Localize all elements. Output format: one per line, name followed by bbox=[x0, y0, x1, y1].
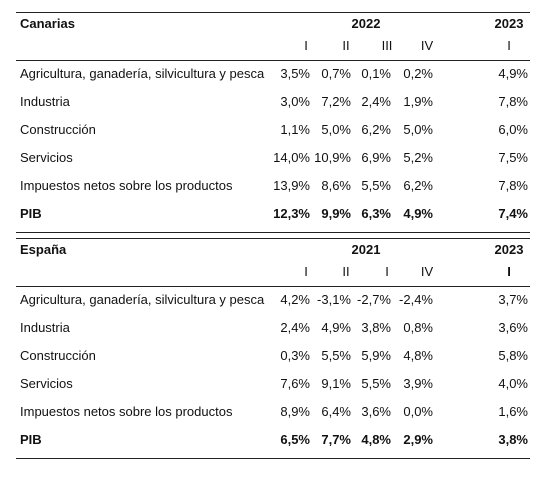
row-value: 12,3% bbox=[273, 206, 310, 221]
row-value-second: 3,8% bbox=[498, 432, 528, 447]
row-label: Agricultura, ganadería, silvicultura y p… bbox=[20, 66, 265, 81]
row-value: 6,2% bbox=[403, 178, 433, 193]
row-value-second: 7,8% bbox=[498, 178, 528, 193]
region-title: Canarias bbox=[20, 16, 75, 31]
row-value-second: 5,8% bbox=[498, 348, 528, 363]
quarter-header: II bbox=[342, 264, 350, 279]
row-label: Construcción bbox=[20, 122, 96, 137]
row-value: 0,2% bbox=[403, 66, 433, 81]
quarter-header: I bbox=[304, 264, 308, 279]
row-value-second: 3,7% bbox=[498, 292, 528, 307]
row-value: 0,3% bbox=[280, 348, 310, 363]
row-value: 4,9% bbox=[403, 206, 433, 221]
row-value: 7,6% bbox=[280, 376, 310, 391]
row-value: 8,6% bbox=[321, 178, 351, 193]
row-value-second: 7,8% bbox=[498, 94, 528, 109]
bottom-rule bbox=[16, 232, 530, 233]
row-value: 2,4% bbox=[361, 94, 391, 109]
row-value: 6,3% bbox=[361, 206, 391, 221]
row-value: 7,7% bbox=[321, 432, 351, 447]
table-section-2: España 2021 2023 I II I IV I Agricultura, ganade… bbox=[16, 236, 530, 462]
row-value: 3,5% bbox=[280, 66, 310, 81]
row-label: PIB bbox=[20, 206, 42, 221]
row-value-second: 7,5% bbox=[498, 150, 528, 165]
row-value: 0,7% bbox=[321, 66, 351, 81]
row-value: 8,9% bbox=[280, 404, 310, 419]
row-value: 7,2% bbox=[321, 94, 351, 109]
header-rule bbox=[16, 60, 530, 61]
row-value-second: 4,9% bbox=[498, 66, 528, 81]
header-rule bbox=[16, 286, 530, 287]
row-label: Industria bbox=[20, 94, 70, 109]
row-value: 1,9% bbox=[403, 94, 433, 109]
row-value: 10,9% bbox=[314, 150, 351, 165]
row-value: 14,0% bbox=[273, 150, 310, 165]
quarter-header: I bbox=[385, 264, 389, 279]
top-rule bbox=[16, 238, 530, 239]
row-value: 6,5% bbox=[280, 432, 310, 447]
row-value-second: 4,0% bbox=[498, 376, 528, 391]
row-value-second: 7,4% bbox=[498, 206, 528, 221]
row-value: 6,2% bbox=[361, 122, 391, 137]
row-value: 0,0% bbox=[403, 404, 433, 419]
row-value: 3,0% bbox=[280, 94, 310, 109]
row-value: 2,4% bbox=[280, 320, 310, 335]
row-value: 3,9% bbox=[403, 376, 433, 391]
row-label: PIB bbox=[20, 432, 42, 447]
row-label: Impuestos netos sobre los productos bbox=[20, 178, 233, 193]
quarter-header: III bbox=[381, 38, 393, 53]
row-value: 5,2% bbox=[403, 150, 433, 165]
row-value: 13,9% bbox=[273, 178, 310, 193]
row-label: Servicios bbox=[20, 150, 73, 165]
table-section-1: Canarias 2022 2023 I II III IV I Agricultura, ga… bbox=[16, 10, 530, 236]
row-value-second: 6,0% bbox=[498, 122, 528, 137]
row-value: 4,9% bbox=[321, 320, 351, 335]
row-label: Agricultura, ganadería, silvicultura y p… bbox=[20, 292, 265, 307]
row-value: 0,1% bbox=[361, 66, 391, 81]
row-value: -2,4% bbox=[399, 292, 433, 307]
region-title: España bbox=[20, 242, 67, 257]
row-value: 5,5% bbox=[321, 348, 351, 363]
row-label: Construcción bbox=[20, 348, 96, 363]
row-value: 5,0% bbox=[321, 122, 351, 137]
top-rule bbox=[16, 12, 530, 13]
quarter-header: I bbox=[304, 38, 308, 53]
year-second-header: 2023 bbox=[494, 242, 524, 257]
row-value: 1,1% bbox=[280, 122, 310, 137]
row-value: 9,9% bbox=[321, 206, 351, 221]
row-value: 3,6% bbox=[361, 404, 391, 419]
quarter-second-header: I bbox=[507, 38, 511, 53]
row-value: 6,4% bbox=[321, 404, 351, 419]
row-value: 5,9% bbox=[361, 348, 391, 363]
bottom-rule bbox=[16, 458, 530, 459]
year-main-header: 2021 bbox=[351, 242, 381, 257]
row-value: 0,8% bbox=[403, 320, 433, 335]
row-value: 5,5% bbox=[361, 376, 391, 391]
row-value-second: 1,6% bbox=[498, 404, 528, 419]
row-value: 3,8% bbox=[361, 320, 391, 335]
quarter-header: IV bbox=[420, 38, 434, 53]
quarter-header: IV bbox=[420, 264, 434, 279]
row-value: 4,2% bbox=[280, 292, 310, 307]
row-value: 2,9% bbox=[403, 432, 433, 447]
row-value: -2,7% bbox=[357, 292, 391, 307]
row-label: Servicios bbox=[20, 376, 73, 391]
row-value: 9,1% bbox=[321, 376, 351, 391]
row-value: 5,5% bbox=[361, 178, 391, 193]
year-main-header: 2022 bbox=[351, 16, 381, 31]
row-value: 4,8% bbox=[403, 348, 433, 363]
row-value: -3,1% bbox=[317, 292, 351, 307]
quarter-second-header: I bbox=[507, 264, 511, 279]
row-value: 6,9% bbox=[361, 150, 391, 165]
row-value-second: 3,6% bbox=[498, 320, 528, 335]
row-value: 5,0% bbox=[403, 122, 433, 137]
year-second-header: 2023 bbox=[494, 16, 524, 31]
row-value: 4,8% bbox=[361, 432, 391, 447]
row-label: Impuestos netos sobre los productos bbox=[20, 404, 233, 419]
quarter-header: II bbox=[342, 38, 350, 53]
row-label: Industria bbox=[20, 320, 70, 335]
